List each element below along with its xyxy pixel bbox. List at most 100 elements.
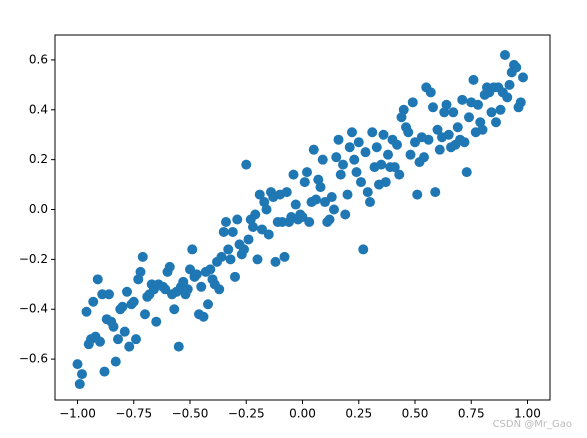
point (504, 79, 515, 90)
point (441, 99, 452, 110)
point (515, 97, 526, 108)
point (164, 261, 175, 272)
point (459, 137, 470, 148)
point (335, 169, 346, 180)
point (279, 251, 290, 262)
point (281, 187, 292, 198)
point (311, 194, 321, 205)
point (398, 104, 409, 115)
point (317, 154, 328, 165)
point (135, 266, 146, 277)
x-tick-label: −0.50 (172, 407, 209, 421)
point (196, 281, 207, 292)
point (187, 244, 198, 255)
point (434, 144, 445, 155)
point (342, 189, 353, 200)
point (380, 177, 391, 188)
point (349, 154, 360, 165)
point (362, 187, 373, 198)
point (473, 99, 483, 110)
point (358, 244, 369, 255)
point (308, 144, 319, 155)
point (254, 189, 265, 200)
point (333, 134, 344, 145)
point (461, 167, 472, 178)
point (326, 192, 337, 203)
y-tick-label: 0.0 (29, 202, 48, 216)
point (261, 204, 272, 215)
x-tick-label: 0.00 (289, 407, 316, 421)
point (239, 244, 249, 255)
point (486, 107, 497, 118)
y-tick-label: 0.2 (29, 152, 48, 166)
point (99, 366, 110, 377)
y-tick-label: 0.6 (29, 52, 48, 66)
point (407, 97, 418, 108)
point (74, 379, 85, 390)
point (128, 296, 139, 307)
point (151, 316, 162, 327)
point (367, 127, 378, 138)
point (419, 152, 429, 163)
point (457, 94, 468, 105)
point (203, 299, 213, 310)
point (117, 301, 128, 312)
point (338, 159, 348, 170)
point (230, 271, 240, 282)
point (131, 334, 141, 345)
point (104, 289, 114, 300)
point (252, 254, 263, 265)
point (315, 182, 326, 193)
point (113, 334, 123, 345)
x-tick-label: −1.00 (59, 407, 96, 421)
point (344, 142, 355, 153)
point (371, 142, 382, 153)
point (356, 177, 366, 188)
point (360, 147, 371, 158)
point (511, 62, 522, 73)
point (290, 199, 301, 210)
point (324, 214, 335, 225)
point (288, 169, 299, 180)
point (119, 326, 130, 337)
point (495, 104, 506, 115)
point (302, 167, 312, 178)
point (218, 226, 229, 237)
point (263, 229, 274, 240)
point (72, 359, 83, 370)
point (191, 269, 202, 280)
x-tick-label: 0.50 (402, 407, 429, 421)
point (137, 251, 148, 262)
point (365, 197, 375, 208)
point (412, 189, 423, 200)
point (95, 336, 105, 347)
point (491, 117, 501, 128)
point (452, 122, 463, 133)
point (376, 159, 387, 170)
x-tick-label: −0.25 (228, 407, 265, 421)
point (432, 124, 443, 135)
point (477, 124, 488, 135)
point (221, 216, 231, 227)
point (448, 107, 459, 118)
point (232, 214, 243, 225)
point (423, 134, 434, 145)
x-tick-label: −0.75 (115, 407, 152, 421)
point (383, 149, 393, 160)
point (299, 177, 310, 188)
point (340, 209, 351, 220)
point (81, 306, 92, 317)
point (250, 209, 261, 220)
point (243, 234, 254, 245)
y-tick-label: −0.4 (19, 302, 48, 316)
point (378, 129, 389, 140)
point (169, 304, 180, 315)
point (216, 251, 227, 262)
point (464, 112, 474, 123)
point (225, 254, 236, 265)
point (468, 74, 479, 85)
point (108, 321, 119, 332)
point (88, 296, 99, 307)
